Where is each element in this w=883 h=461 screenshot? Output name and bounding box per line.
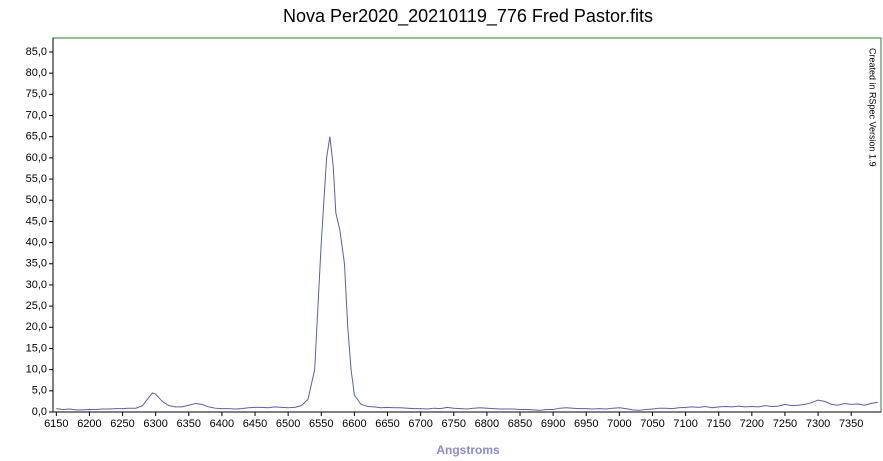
x-tick-label: 6850 bbox=[508, 418, 532, 430]
x-tick-label: 6250 bbox=[110, 418, 134, 430]
y-tick-label: 85,0 bbox=[26, 46, 47, 58]
y-tick-label: 30,0 bbox=[26, 279, 47, 291]
x-tick-label: 6500 bbox=[276, 418, 300, 430]
x-tick-label: 7000 bbox=[607, 418, 631, 430]
spectrum-line bbox=[56, 136, 878, 411]
x-tick-label: 7150 bbox=[706, 418, 730, 430]
y-tick-label: 40,0 bbox=[26, 236, 47, 248]
y-tick-label: 15,0 bbox=[26, 342, 47, 354]
y-tick-label: 20,0 bbox=[26, 321, 47, 333]
x-tick-label: 6200 bbox=[77, 418, 101, 430]
x-tick-label: 7050 bbox=[640, 418, 664, 430]
x-tick-label: 7300 bbox=[806, 418, 830, 430]
x-tick-label: 6650 bbox=[375, 418, 399, 430]
y-tick-label: 70,0 bbox=[26, 109, 47, 121]
x-tick-label: 6950 bbox=[574, 418, 598, 430]
x-tick-label: 6150 bbox=[44, 418, 68, 430]
y-tick-label: 0,0 bbox=[32, 406, 47, 418]
x-tick-label: 7100 bbox=[673, 418, 697, 430]
y-tick-label: 50,0 bbox=[26, 194, 47, 206]
x-tick-label: 6900 bbox=[541, 418, 565, 430]
x-tick-label: 6300 bbox=[143, 418, 167, 430]
x-tick-label: 6750 bbox=[442, 418, 466, 430]
x-tick-label: 6550 bbox=[309, 418, 333, 430]
x-tick-label: 6450 bbox=[243, 418, 267, 430]
x-tick-label: 7200 bbox=[740, 418, 764, 430]
y-tick-label: 25,0 bbox=[26, 300, 47, 312]
y-tick-label: 60,0 bbox=[26, 152, 47, 164]
y-tick-label: 10,0 bbox=[26, 364, 47, 376]
y-tick-label: 75,0 bbox=[26, 88, 47, 100]
y-tick-label: 55,0 bbox=[26, 173, 47, 185]
x-axis-label: Angstroms bbox=[436, 443, 500, 457]
annotation: Created in RSpec Version 1.9 bbox=[868, 48, 878, 167]
x-tick-label: 6350 bbox=[177, 418, 201, 430]
x-tick-label: 6800 bbox=[475, 418, 499, 430]
y-tick-label: 65,0 bbox=[26, 131, 47, 143]
y-tick-label: 5,0 bbox=[32, 385, 47, 397]
plot-frame bbox=[52, 37, 882, 413]
x-tick-label: 6600 bbox=[342, 418, 366, 430]
chart-title: Nova Per2020_20210119_776 Fred Pastor.fi… bbox=[283, 6, 653, 27]
x-tick-label: 6400 bbox=[210, 418, 234, 430]
y-tick-label: 80,0 bbox=[26, 67, 47, 79]
x-tick-label: 7350 bbox=[839, 418, 863, 430]
x-tick-label: 6700 bbox=[408, 418, 432, 430]
x-tick-label: 7250 bbox=[773, 418, 797, 430]
y-tick-label: 35,0 bbox=[26, 258, 47, 270]
y-tick-label: 45,0 bbox=[26, 215, 47, 227]
